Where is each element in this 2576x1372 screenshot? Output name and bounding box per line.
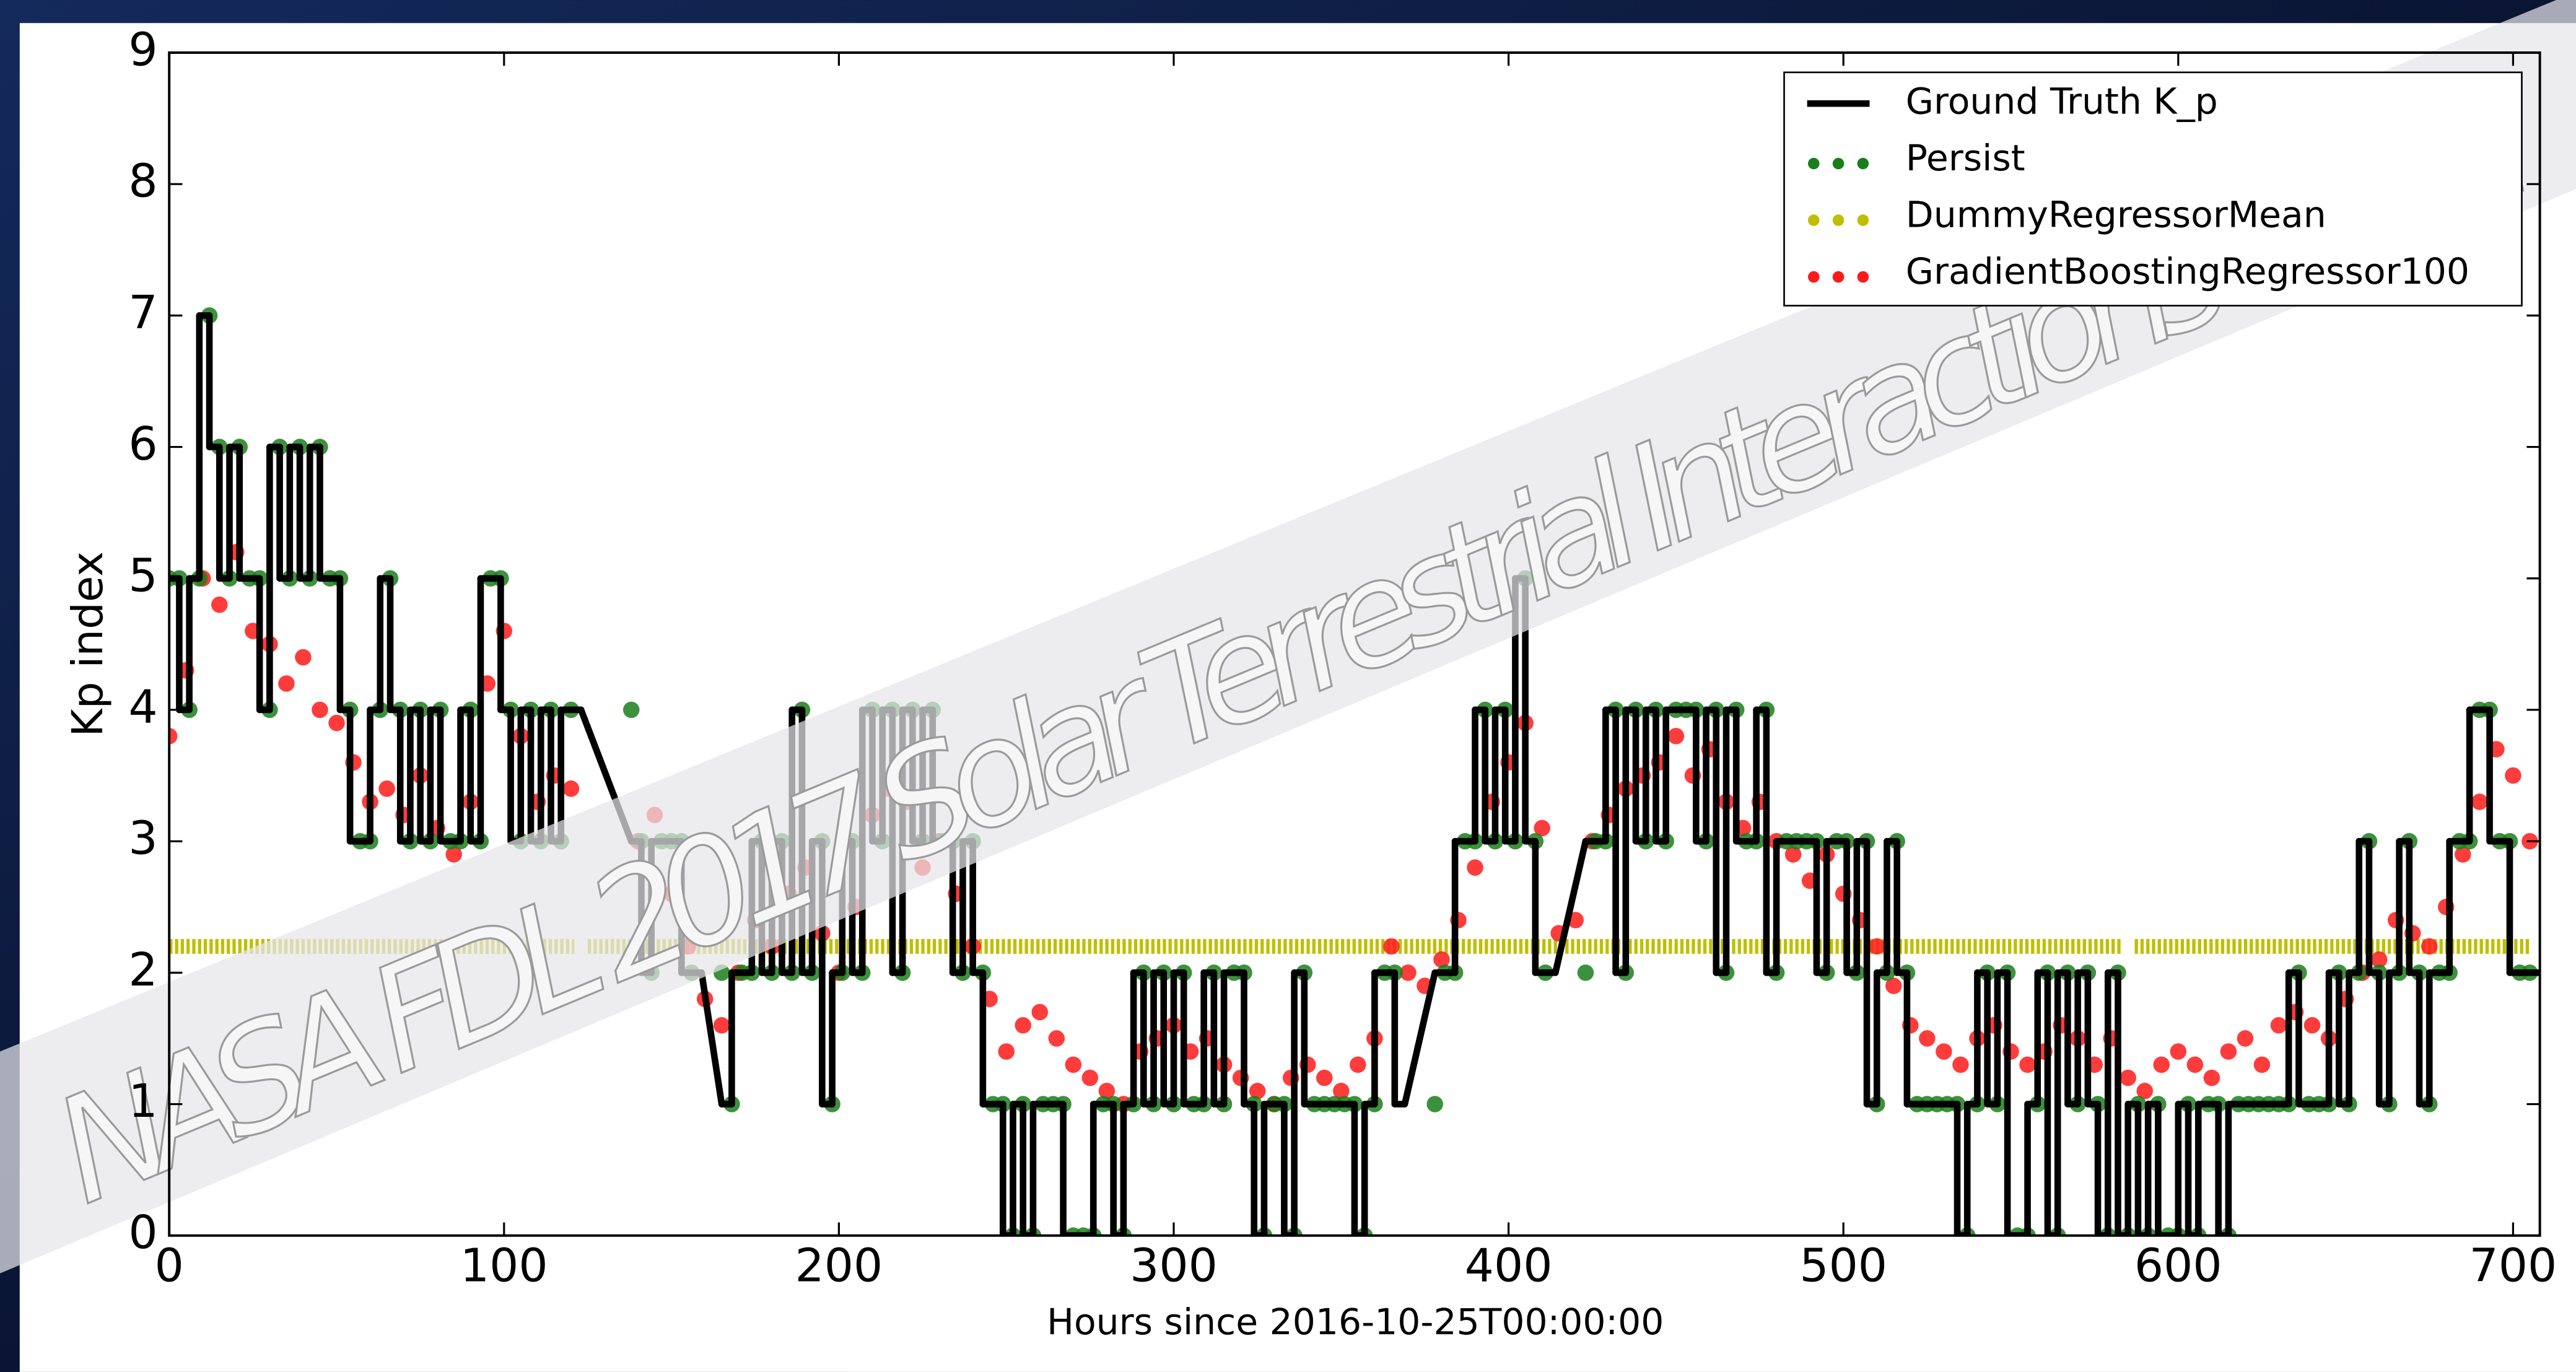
y-tick-label: 2 [128,943,157,997]
y-axis-label: Kp index [63,551,113,737]
y-tick-label: 4 [128,679,157,733]
legend-swatch [1833,214,1845,226]
data-point [295,649,312,666]
legend-swatch [1808,214,1820,226]
data-point [1031,1004,1048,1021]
legend-swatch [1833,158,1845,170]
data-point [1919,1030,1936,1047]
y-tick-label: 5 [128,548,157,602]
data-point [2237,1030,2254,1047]
data-point [1316,1070,1333,1086]
data-point [211,596,228,613]
legend-label: Persist [1906,137,2025,179]
data-point [1578,964,1594,981]
data-point [1668,728,1685,745]
x-tick-label: 200 [795,1238,883,1292]
x-axis-label: Hours since 2016-10-25T00:00:00 [1047,1301,1664,1343]
data-point [2154,1057,2170,1073]
data-point [2019,1057,2036,1073]
data-point [2421,938,2438,955]
data-point [1049,1030,1065,1047]
data-point [1426,1096,1443,1112]
legend-label: DummyRegressorMean [1906,193,2326,235]
y-tick-label: 1 [128,1074,157,1128]
data-point [378,780,395,797]
data-point [1936,1043,1952,1060]
data-point [1015,1017,1031,1034]
chart: NASA FDL 2017 Solar Terrestrial Interact… [0,0,2576,1372]
data-point [714,1017,730,1034]
data-point [2170,1043,2187,1060]
data-point [1082,1070,1099,1086]
data-point [1065,1057,1082,1073]
y-tick-label: 6 [128,417,157,471]
y-tick-label: 7 [128,286,157,339]
x-tick-label: 500 [1799,1238,1887,1292]
data-point [312,702,328,719]
page: {"chart_data":{"type":"line","x_label":"… [0,0,2576,1372]
data-point [2120,1070,2136,1086]
legend-swatch [1858,214,1869,226]
x-tick-label: 300 [1130,1238,1218,1292]
data-point [2204,1070,2220,1086]
data-point [328,715,345,732]
x-tick-label: 0 [155,1238,184,1292]
data-point [278,675,295,692]
legend-label: Ground Truth K_p [1906,80,2218,122]
legend-swatch [1808,158,1820,170]
data-point [2471,793,2488,810]
data-point [2254,1057,2271,1073]
data-point [623,702,640,719]
data-point [1383,938,1400,955]
x-tick-label: 700 [2469,1238,2557,1292]
data-point [998,1043,1015,1060]
data-point [2220,1043,2237,1060]
legend-swatch [1808,271,1820,283]
y-tick-label: 3 [128,811,157,865]
data-point [2505,767,2521,784]
data-point [1467,859,1483,876]
data-point [2304,1017,2321,1034]
data-point [2271,1017,2287,1034]
legend-swatch [1858,158,1869,170]
y-tick-label: 9 [128,22,157,76]
data-point [1350,1057,1366,1073]
x-tick-label: 100 [460,1238,548,1292]
data-point [563,780,580,797]
y-tick-label: 8 [128,154,157,208]
legend-label: GradientBoostingRegressor100 [1906,250,2469,292]
data-point [2187,1057,2204,1073]
x-tick-label: 600 [2134,1238,2222,1292]
data-point [1952,1057,1969,1073]
legend-swatch [1833,271,1845,283]
data-point [1869,938,1885,955]
y-tick-label: 0 [128,1205,157,1259]
legend-swatch [1858,271,1869,283]
x-tick-label: 400 [1465,1238,1553,1292]
